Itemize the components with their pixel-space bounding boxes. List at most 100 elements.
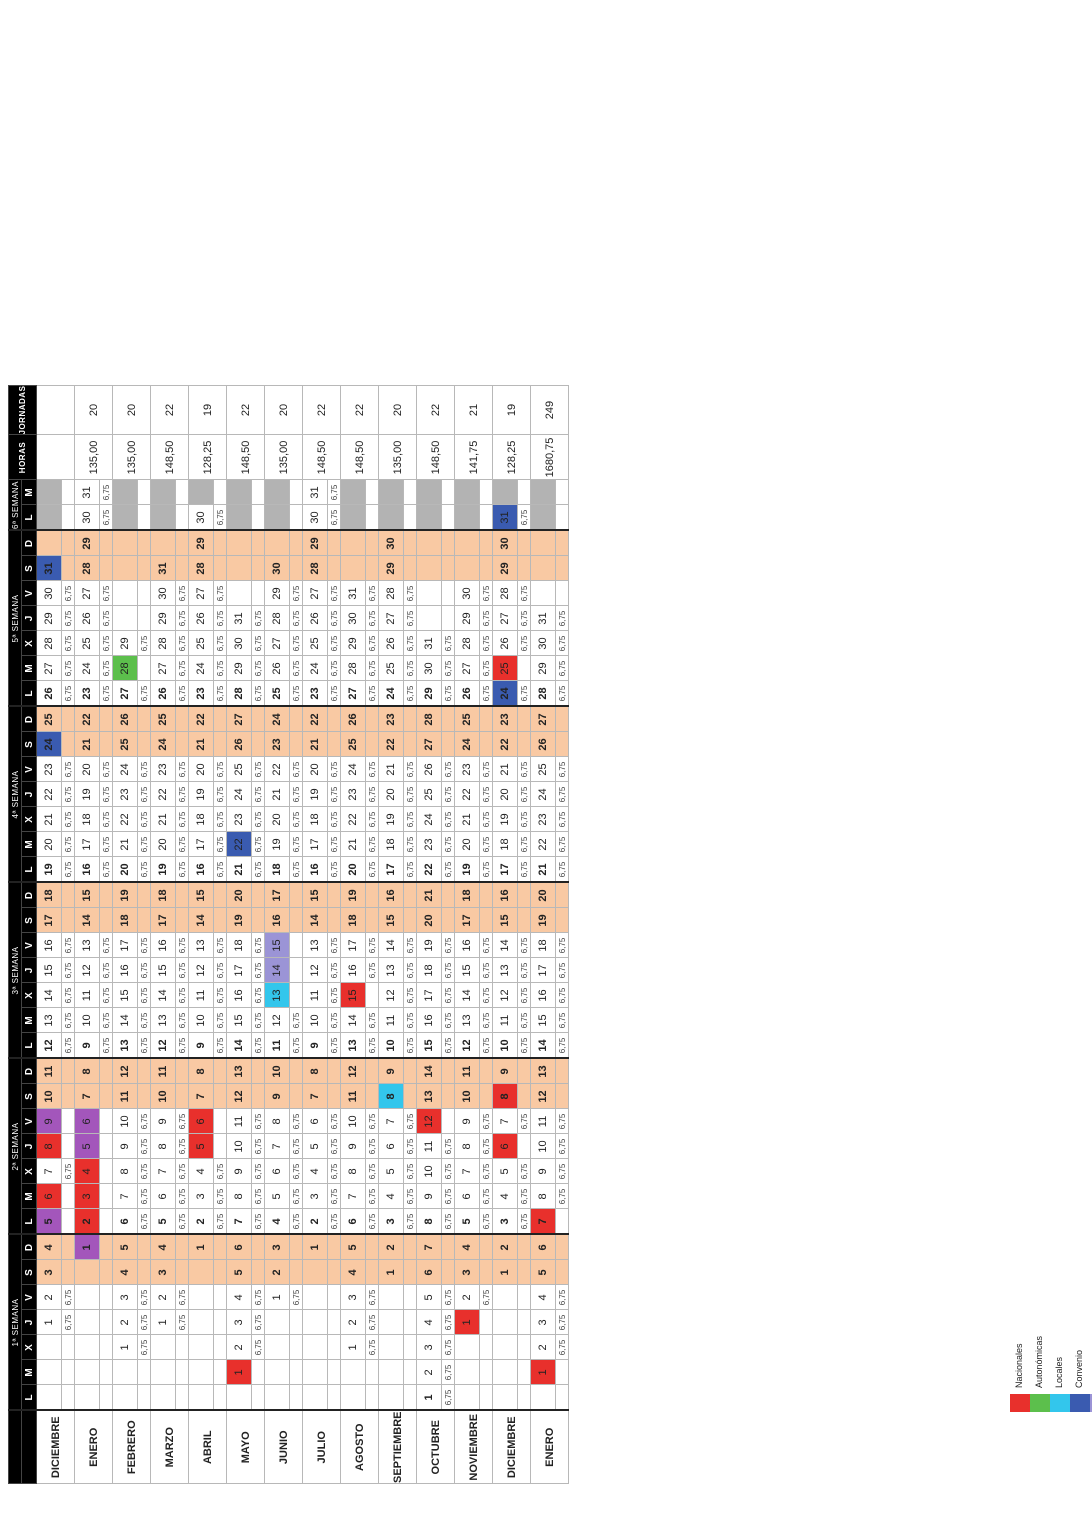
legend-swatch <box>1030 1394 1050 1412</box>
hours-cell: 6,75 <box>251 806 265 832</box>
hours-cell <box>479 1359 493 1385</box>
day-cell: 11 <box>36 1058 62 1084</box>
weekday-letter: V <box>21 756 37 782</box>
hours-cell: 6,75 <box>365 630 379 656</box>
day-cell: 8 <box>188 1058 214 1084</box>
day-cell: 31 <box>492 504 518 531</box>
day-cell <box>264 479 290 505</box>
day-cell <box>188 1309 214 1335</box>
day-cell: 25 <box>150 706 176 732</box>
day-cell: 6 <box>112 1208 138 1235</box>
day-cell: 23 <box>188 680 214 707</box>
hours-cell: 6,75 <box>289 856 303 883</box>
day-cell <box>530 580 556 606</box>
day-cell: 12 <box>416 1108 442 1134</box>
header-blank <box>8 1410 22 1484</box>
month-working-days: 21 <box>454 385 493 435</box>
day-cell: 10 <box>492 1032 518 1059</box>
day-cell: 5 <box>36 1208 62 1235</box>
hours-cell <box>175 1259 189 1285</box>
hours-cell: 6,75 <box>327 605 341 631</box>
weekday-letter: J <box>21 957 37 983</box>
day-cell: 12 <box>492 982 518 1008</box>
hours-cell: 6,75 <box>517 982 531 1008</box>
hours-cell <box>327 882 341 908</box>
day-cell <box>340 530 366 556</box>
day-cell <box>188 1384 214 1411</box>
hours-cell: 6,75 <box>175 1208 189 1235</box>
day-cell: 16 <box>36 932 62 958</box>
day-cell: 16 <box>340 957 366 983</box>
legend-label: Locales <box>1054 1356 1064 1388</box>
day-cell: 2 <box>112 1309 138 1335</box>
hours-cell: 6,75 <box>365 605 379 631</box>
hours-cell: 6,75 <box>517 806 531 832</box>
hours-cell: 6,75 <box>213 580 227 606</box>
day-cell: 11 <box>74 982 100 1008</box>
day-cell: 1 <box>530 1359 556 1385</box>
day-cell: 9 <box>264 1083 290 1109</box>
day-cell: 18 <box>302 806 328 832</box>
hours-cell <box>213 530 227 556</box>
day-cell: 16 <box>226 982 252 1008</box>
hours-cell: 6,75 <box>517 1183 531 1209</box>
hours-cell <box>99 1359 113 1385</box>
hours-cell <box>365 555 379 581</box>
month-working-days: 19 <box>188 385 227 435</box>
day-cell <box>226 530 252 556</box>
day-cell: 5 <box>416 1284 442 1310</box>
hours-cell: 6,75 <box>479 580 493 606</box>
day-cell: 17 <box>454 907 480 933</box>
hours-cell <box>555 1259 569 1285</box>
day-cell <box>112 479 138 505</box>
day-cell <box>150 530 176 556</box>
day-cell <box>302 1334 328 1360</box>
hours-cell <box>137 1359 151 1385</box>
day-cell: 25 <box>340 731 366 757</box>
hours-cell <box>327 1284 341 1310</box>
day-cell: 31 <box>302 479 328 505</box>
hours-cell <box>61 555 75 581</box>
day-cell: 21 <box>74 731 100 757</box>
hours-cell: 6,75 <box>403 1108 417 1134</box>
hours-cell <box>441 1259 455 1285</box>
day-cell: 20 <box>150 831 176 857</box>
hours-cell <box>289 1334 303 1360</box>
day-cell: 3 <box>112 1284 138 1310</box>
hours-cell: 6,75 <box>555 1007 569 1033</box>
hours-cell: 6,75 <box>555 1158 569 1184</box>
day-cell: 12 <box>226 1083 252 1109</box>
hours-cell: 6,75 <box>289 1208 303 1235</box>
weekday-letter: J <box>21 605 37 631</box>
day-cell: 15 <box>74 882 100 908</box>
hours-cell: 6,75 <box>175 1284 189 1310</box>
day-cell: 23 <box>36 756 62 782</box>
jornadas-header: JORNADAS <box>8 385 37 435</box>
day-cell: 21 <box>454 806 480 832</box>
hours-cell: 6,75 <box>555 1183 569 1209</box>
day-cell <box>112 1384 138 1411</box>
day-cell: 28 <box>378 580 404 606</box>
day-cell: 6 <box>36 1183 62 1209</box>
day-cell: 23 <box>378 706 404 732</box>
day-cell: 20 <box>112 856 138 883</box>
hours-cell: 6,75 <box>479 1208 493 1235</box>
hours-cell: 6,75 <box>137 1334 151 1360</box>
hours-cell: 6,75 <box>365 1108 379 1134</box>
day-cell: 7 <box>188 1083 214 1109</box>
day-cell: 25 <box>188 630 214 656</box>
day-cell: 17 <box>112 932 138 958</box>
hours-cell: 6,75 <box>365 1158 379 1184</box>
day-cell: 20 <box>226 882 252 908</box>
day-cell: 16 <box>188 856 214 883</box>
weekday-letter: M <box>21 479 37 505</box>
day-cell: 16 <box>416 1007 442 1033</box>
hours-cell: 6,75 <box>99 479 113 505</box>
hours-cell <box>517 1259 531 1285</box>
hours-cell: 6,75 <box>403 806 417 832</box>
day-cell: 15 <box>112 982 138 1008</box>
hours-cell: 6,75 <box>479 630 493 656</box>
day-cell: 24 <box>36 731 62 757</box>
day-cell: 7 <box>226 1208 252 1235</box>
